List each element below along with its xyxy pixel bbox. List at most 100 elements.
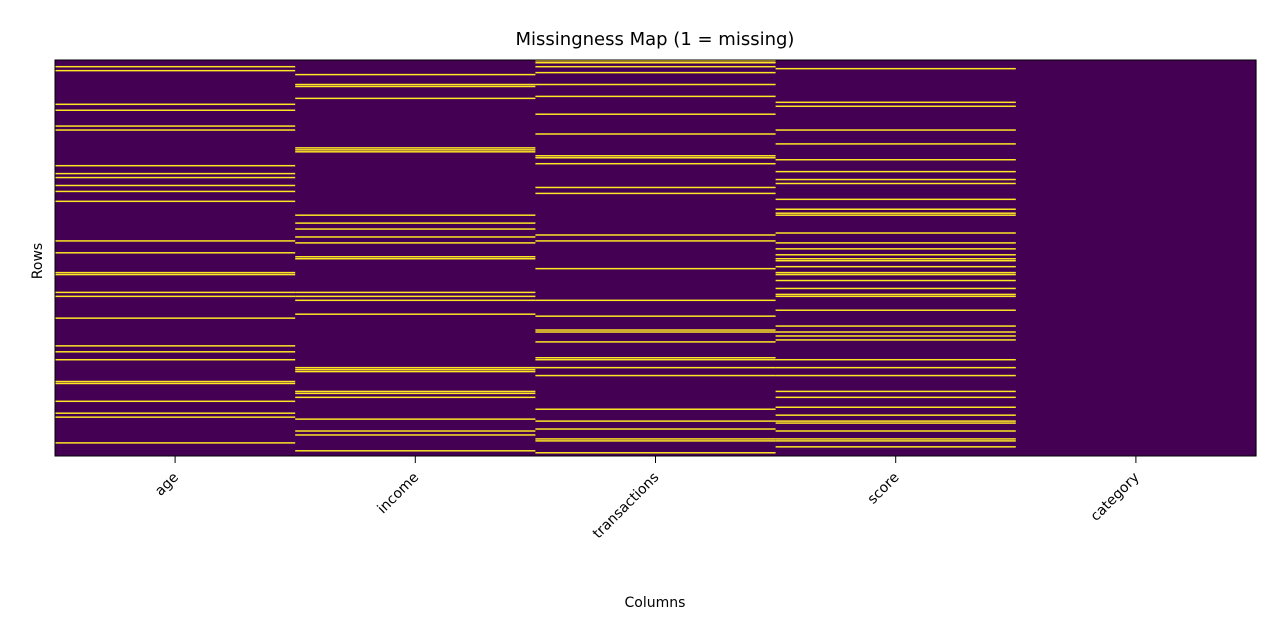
missing-cell-transactions	[535, 240, 777, 242]
missing-cell-score	[775, 335, 1017, 337]
missing-cell-score	[775, 214, 1017, 216]
missing-cell-income	[295, 295, 536, 298]
missing-cell-score	[775, 440, 1017, 442]
x-tick-label: age	[152, 470, 182, 500]
missing-cell-transactions	[535, 331, 777, 333]
missing-cell-age	[55, 271, 296, 274]
missing-cell-age	[55, 358, 296, 361]
missing-cell-score	[775, 396, 1017, 399]
missing-cell-age	[55, 125, 296, 127]
missing-cell-income	[295, 418, 536, 420]
missing-cell-transactions	[535, 329, 777, 331]
missing-cell-transactions	[535, 157, 777, 159]
missing-cell-age	[55, 190, 296, 193]
missing-cell-income	[295, 85, 536, 88]
missing-cell-income	[295, 242, 536, 244]
missing-cell-transactions	[535, 60, 777, 62]
missing-cell-transactions	[535, 341, 777, 343]
missing-cell-score	[775, 143, 1017, 145]
missing-cell-score	[775, 101, 1017, 104]
missing-cell-score	[775, 446, 1017, 448]
heatmap-column-age	[55, 60, 296, 456]
missing-cell-transactions	[535, 71, 777, 74]
missing-cell-transactions	[535, 192, 777, 195]
missing-cell-income	[295, 291, 536, 294]
missing-cell-age	[55, 184, 296, 187]
missing-cell-score	[775, 390, 1017, 393]
missing-cell-score	[775, 208, 1017, 210]
missing-cell-score	[775, 212, 1017, 214]
missing-cell-income	[295, 390, 536, 393]
missing-cell-income	[295, 430, 536, 432]
missing-cell-income	[295, 83, 536, 86]
missing-cell-score	[775, 438, 1017, 440]
missing-cell-transactions	[535, 186, 777, 189]
missing-cell-income	[295, 366, 536, 369]
missing-cell-transactions	[535, 374, 777, 377]
missing-cell-income	[295, 299, 536, 302]
missing-cell-score	[775, 331, 1017, 333]
x-tick-label: score	[865, 470, 903, 508]
missing-cell-transactions	[535, 357, 777, 359]
missing-cell-income	[295, 392, 536, 395]
missing-cell-score	[775, 420, 1017, 422]
heatmap-column-transactions	[535, 60, 777, 456]
missing-cell-transactions	[535, 299, 777, 302]
missing-cell-score	[775, 254, 1017, 256]
missing-cell-score	[775, 129, 1017, 131]
missing-cell-income	[295, 313, 536, 315]
missing-cell-score	[775, 279, 1017, 282]
missing-cell-score	[775, 159, 1017, 161]
missing-cell-transactions	[535, 428, 777, 430]
missing-cell-transactions	[535, 420, 777, 422]
missing-cell-income	[295, 256, 536, 258]
missing-cell-age	[55, 176, 296, 179]
missing-cell-age	[55, 295, 296, 298]
missing-cell-score	[775, 198, 1017, 201]
missing-cell-transactions	[535, 155, 777, 157]
missing-cell-income	[295, 370, 536, 373]
missing-cell-age	[55, 164, 296, 167]
heatmap-cells	[55, 60, 1257, 456]
chart-title: Missingness Map (1 = missing)	[516, 29, 795, 50]
missing-cell-income	[295, 151, 536, 153]
missing-cell-score	[775, 339, 1017, 341]
missing-cell-income	[295, 396, 536, 399]
missing-cell-transactions	[535, 61, 777, 64]
missing-cell-score	[775, 271, 1017, 274]
missing-cell-income	[295, 236, 536, 238]
missing-cell-transactions	[535, 95, 777, 98]
missing-cell-transactions	[535, 83, 777, 86]
missing-cell-score	[775, 242, 1017, 244]
missing-cell-score	[775, 232, 1017, 234]
missing-cell-age	[55, 317, 296, 319]
missing-cell-score	[775, 366, 1017, 369]
missing-cell-score	[775, 178, 1017, 181]
missing-cell-age	[55, 273, 296, 276]
missing-cell-age	[55, 172, 296, 175]
missing-cell-score	[775, 273, 1017, 276]
missing-cell-age	[55, 240, 296, 242]
x-tick-label: income	[375, 470, 423, 518]
missing-cell-score	[775, 170, 1017, 173]
missing-cell-score	[775, 309, 1017, 311]
missing-cell-age	[55, 103, 296, 106]
missing-cell-age	[55, 442, 296, 444]
x-axis-ticks: age income transactions score category	[152, 456, 1143, 542]
missing-cell-score	[775, 295, 1017, 298]
missing-cell-transactions	[535, 65, 777, 68]
missing-cell-income	[295, 214, 536, 216]
missing-cell-age	[55, 380, 296, 383]
missing-cell-age	[55, 109, 296, 111]
missing-cell-transactions	[535, 133, 777, 135]
missing-cell-age	[55, 69, 296, 72]
missing-cell-score	[775, 67, 1017, 70]
missing-cell-transactions	[535, 315, 777, 317]
missing-cell-income	[295, 434, 536, 436]
missing-cell-income	[295, 258, 536, 260]
missing-cell-score	[775, 105, 1017, 108]
missing-cell-score	[775, 325, 1017, 327]
x-axis-label: Columns	[625, 595, 686, 611]
y-axis-label: Rows	[30, 243, 46, 279]
